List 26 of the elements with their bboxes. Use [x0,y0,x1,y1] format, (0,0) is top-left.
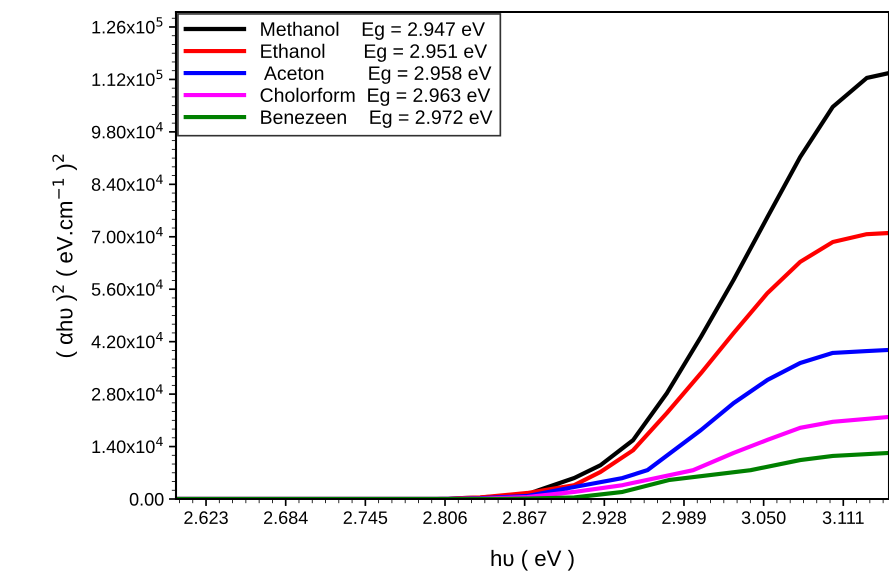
x-axis-title: hυ ( eV ) [492,550,574,571]
y-tick-label: 1.40x10$^{4}$ [92,436,163,454]
legend-label: Aceton Eg = 2.958 eV [264,66,492,84]
x-tick-label: 2.745 [344,511,388,524]
y-axis-title: ( αhυ )$^{2}$ ( eV.cm$^{−1}$ )$^{2}$ [52,154,77,358]
x-tick-label: 3.050 [742,511,786,524]
y-tick-label: 1.26x10$^{5}$ [92,17,162,34]
y-tick-label: 0.00 [130,492,164,506]
legend-label: Cholorform Eg = 2.963 eV [260,88,490,106]
legend-label: Benezeen Eg = 2.972 eV [261,110,492,128]
x-tick-label: 2.684 [264,511,308,524]
x-tick-label: 2.806 [423,511,467,524]
y-tick-label: 9.80x10$^{4}$ [92,122,163,138]
legend-label: Methanol Eg = 2.947 eV [261,22,485,40]
y-tick-label: 4.20x10$^{4}$ [91,332,163,348]
x-tick-label: 2.867 [502,511,546,524]
y-tick-label: 2.80x10$^{4}$ [92,384,163,401]
y-tick-label: 5.60x10$^{4}$ [92,280,163,296]
y-tick-label: 8.40x10$^{4}$ [92,174,163,191]
y-tick-label: 1.12x10$^{5}$ [92,70,162,86]
y-tick-label: 7.00x10$^{4}$ [92,227,163,244]
x-tick-label: 3.111 [822,511,864,524]
legend-label: Ethanol Eg = 2.951 eV [261,44,488,62]
x-tick-label: 2.989 [662,511,706,524]
x-tick-label: 2.623 [184,511,228,524]
x-tick-label: 2.928 [582,511,626,524]
